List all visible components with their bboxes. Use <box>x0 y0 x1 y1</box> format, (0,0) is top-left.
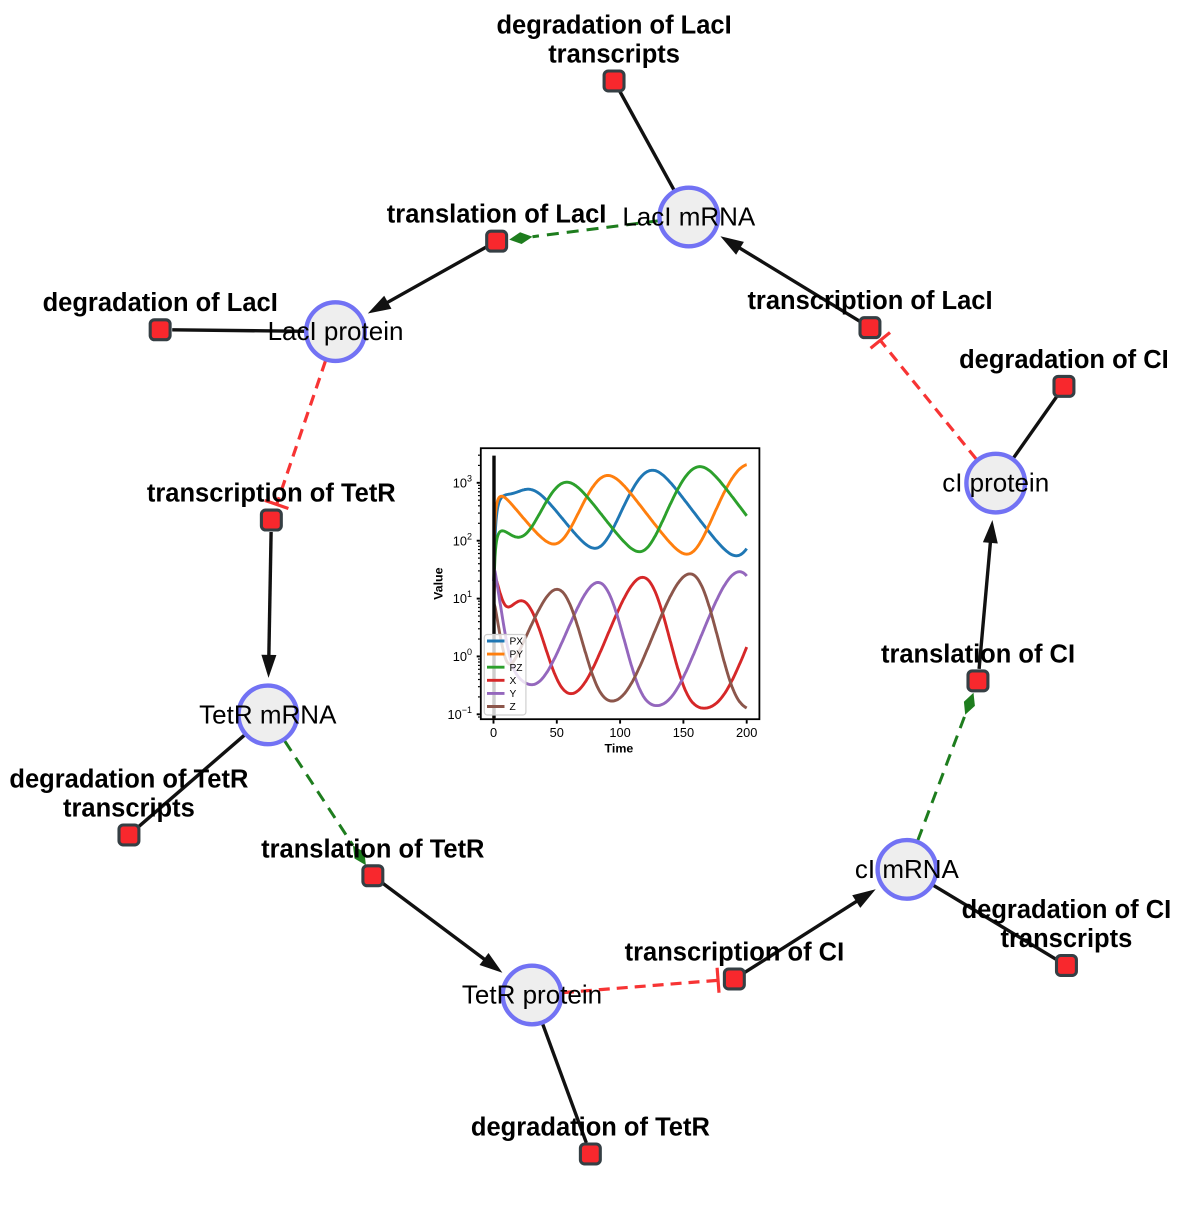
svg-text:degradation of LacI: degradation of LacI <box>43 289 278 317</box>
svg-text:Time: Time <box>605 741 634 755</box>
svg-text:transcription of TetR: transcription of TetR <box>147 480 396 508</box>
svg-text:TetR mRNA: TetR mRNA <box>199 699 337 729</box>
svg-text:transcripts: transcripts <box>1001 925 1133 953</box>
svg-text:transcription of LacI: transcription of LacI <box>747 287 992 315</box>
svg-text:transcription of CI: transcription of CI <box>625 939 845 967</box>
svg-text:translation of CI: translation of CI <box>881 640 1075 668</box>
svg-text:cI mRNA: cI mRNA <box>855 854 960 884</box>
svg-text:degradation of CI: degradation of CI <box>959 346 1169 374</box>
svg-text:degradation of CI: degradation of CI <box>962 896 1172 924</box>
svg-text:cI protein: cI protein <box>942 468 1049 498</box>
svg-text:TetR protein: TetR protein <box>462 980 602 1010</box>
svg-text:100: 100 <box>609 725 630 740</box>
svg-text:PX: PX <box>510 637 524 648</box>
svg-text:Z: Z <box>510 702 516 713</box>
svg-text:Value: Value <box>432 567 446 599</box>
svg-text:degradation of LacI: degradation of LacI <box>496 12 731 40</box>
svg-text:LacI protein: LacI protein <box>268 316 404 346</box>
svg-text:200: 200 <box>736 725 757 740</box>
svg-text:transcripts: transcripts <box>548 41 680 69</box>
svg-text:PY: PY <box>510 650 524 661</box>
svg-text:X: X <box>510 676 517 687</box>
svg-text:degradation of TetR: degradation of TetR <box>471 1114 710 1142</box>
svg-text:translation of LacI: translation of LacI <box>387 201 607 229</box>
svg-text:PZ: PZ <box>510 663 523 674</box>
svg-text:50: 50 <box>550 725 564 740</box>
svg-text:degradation of TetR: degradation of TetR <box>9 766 248 794</box>
svg-text:transcripts: transcripts <box>63 795 195 823</box>
svg-text:translation of TetR: translation of TetR <box>261 835 484 863</box>
svg-text:Y: Y <box>510 689 517 700</box>
svg-text:0: 0 <box>490 725 497 740</box>
svg-text:150: 150 <box>673 725 694 740</box>
svg-text:LacI mRNA: LacI mRNA <box>622 202 756 232</box>
